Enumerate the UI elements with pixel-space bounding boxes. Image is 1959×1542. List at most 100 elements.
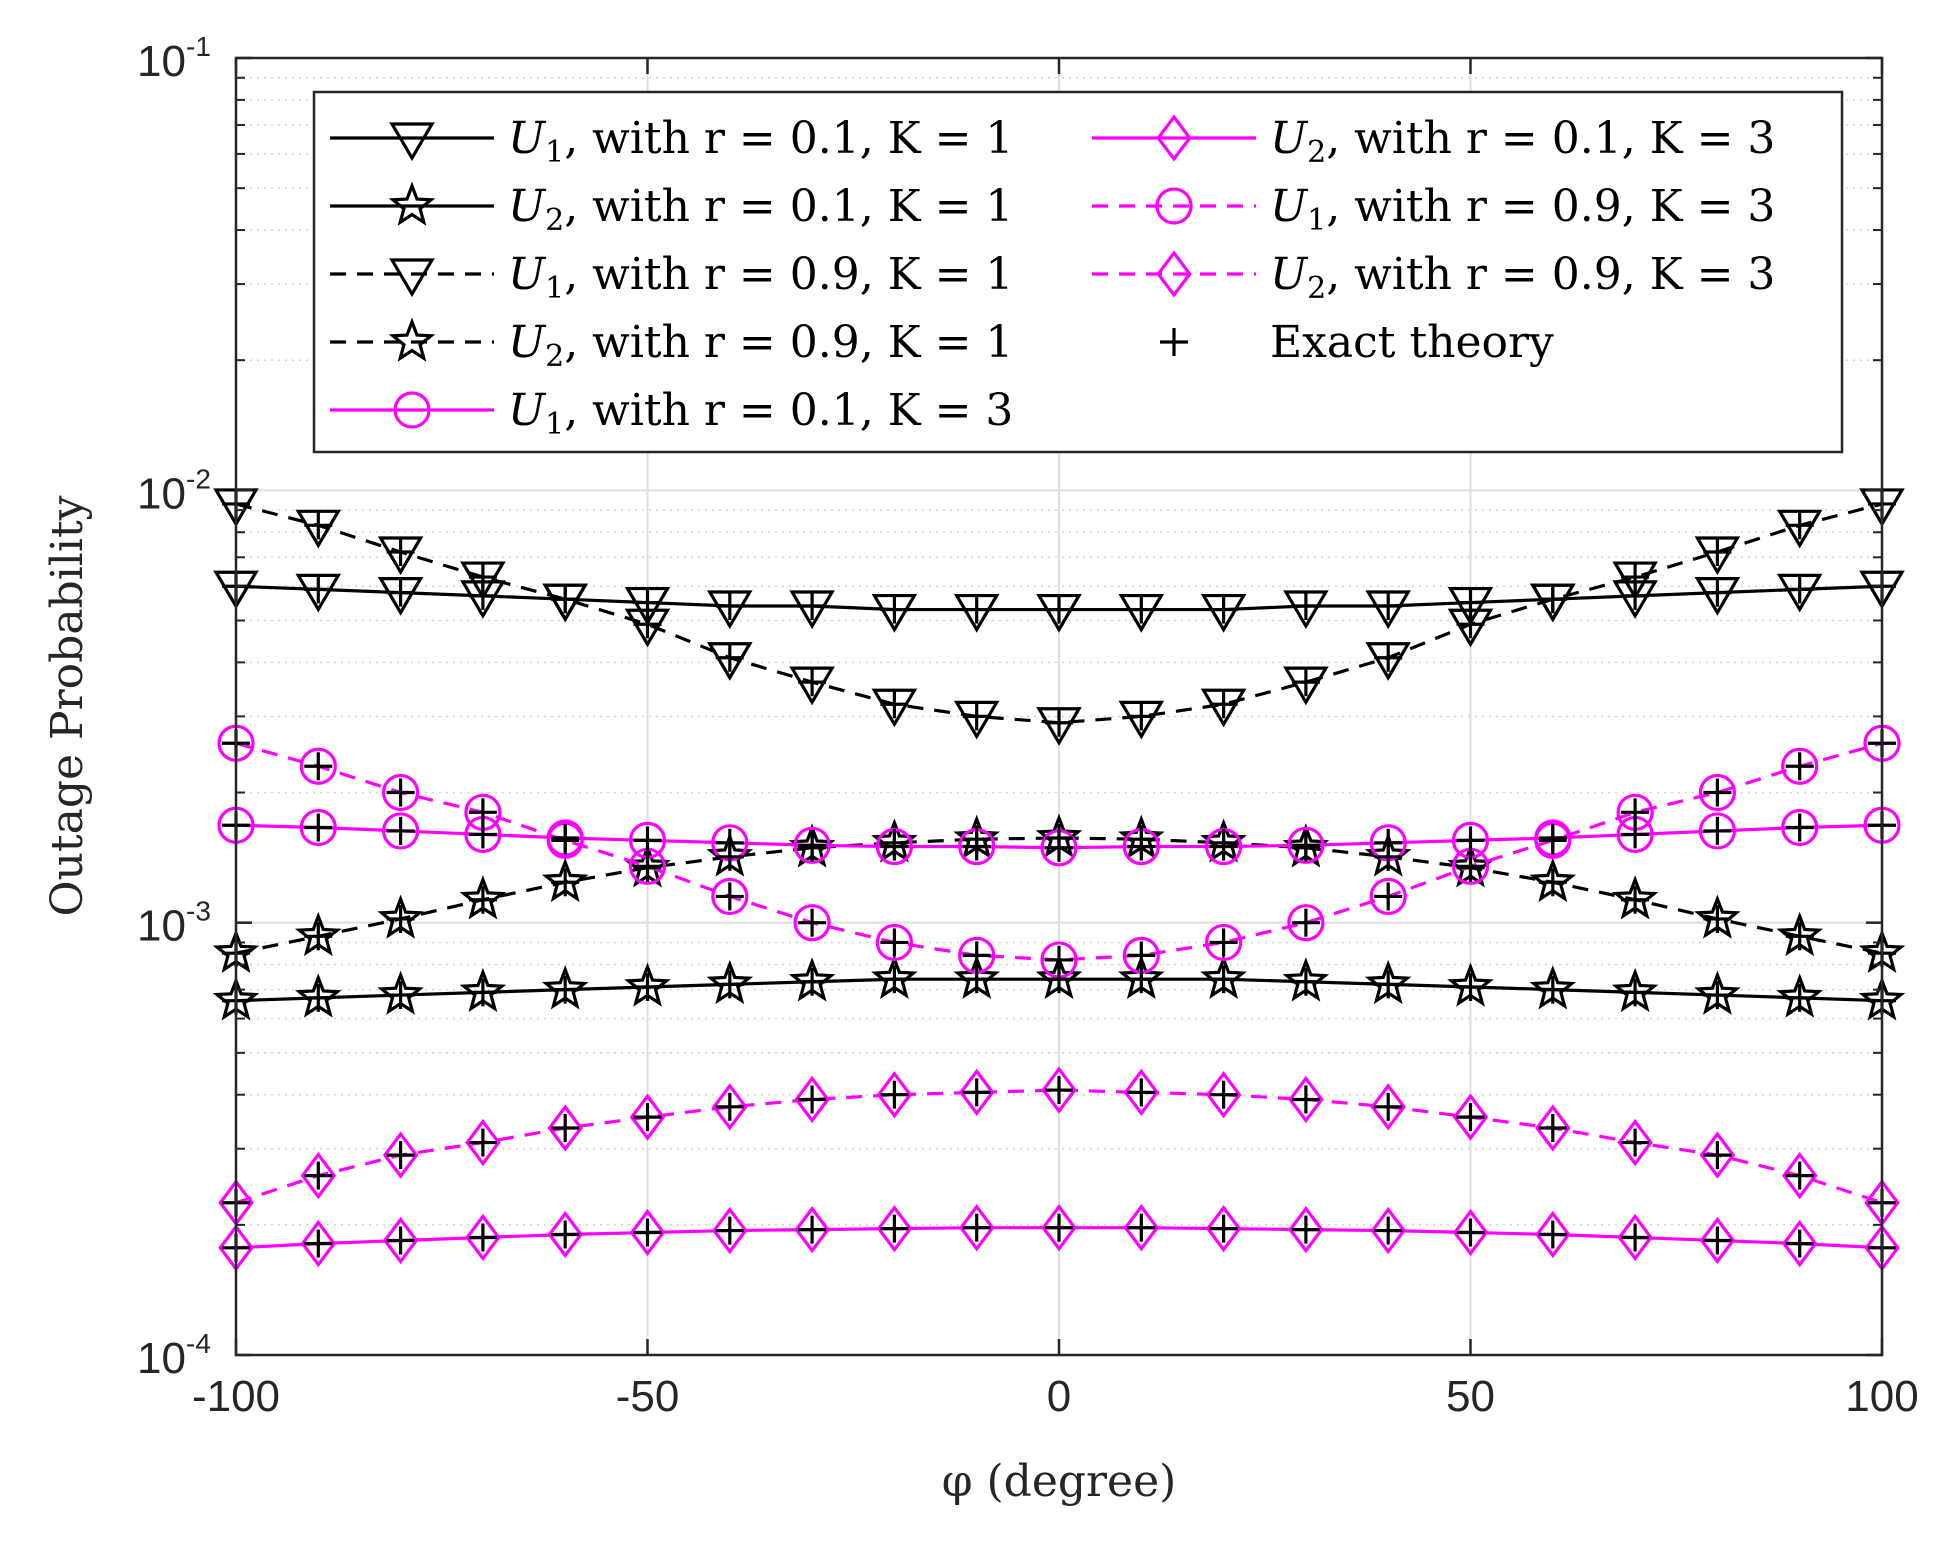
marker-diamond <box>465 1118 501 1167</box>
marker-circle <box>1534 821 1572 859</box>
legend-entry: U1, with r = 0.9, K = 3 <box>1092 181 1775 238</box>
y-tick-label-exponent: -2 <box>186 463 211 494</box>
y-tick-label: 10 <box>137 37 186 86</box>
marker-diamond <box>712 1206 748 1255</box>
marker-diamond <box>1288 1205 1324 1254</box>
marker-diamond <box>876 1071 913 1119</box>
legend-label: U1, with r = 0.9, K = 3 <box>1270 181 1775 238</box>
y-tick-label: 10 <box>137 1334 186 1383</box>
series-line <box>235 1088 1883 1205</box>
marker-circle <box>299 747 337 785</box>
series-line <box>235 836 1883 955</box>
marker-diamond <box>876 1204 913 1253</box>
marker-diamond <box>1781 1219 1818 1268</box>
marker-circle <box>1781 808 1819 847</box>
marker-diamond <box>300 1219 337 1268</box>
y-tick-label-exponent: -1 <box>186 31 211 62</box>
marker-circle <box>546 821 584 859</box>
legend-box <box>312 90 1844 454</box>
marker-diamond <box>1288 1075 1324 1124</box>
y-axis-label: Outage Probability <box>42 495 93 916</box>
marker-diamond <box>382 1131 419 1179</box>
marker-circle <box>793 904 831 942</box>
marker-star <box>388 317 436 362</box>
x-tick-label: 100 <box>1845 1372 1918 1421</box>
marker-circle <box>393 391 431 429</box>
y-tick-label: 10 <box>137 469 186 518</box>
marker-circle <box>1155 187 1193 225</box>
marker-diamond <box>1535 1104 1571 1152</box>
series-8 <box>218 1066 1900 1227</box>
marker-diamond <box>1370 1083 1406 1131</box>
legend-entry: U2, with r = 0.9, K = 3 <box>1092 249 1775 306</box>
marker-diamond <box>712 1083 748 1131</box>
marker-circle <box>1287 904 1325 942</box>
y-tick-label-exponent: -3 <box>186 896 211 927</box>
marker-circle <box>711 877 749 916</box>
marker-circle <box>1698 773 1737 812</box>
marker-diamond <box>629 1208 666 1257</box>
marker-circle <box>299 808 337 847</box>
marker-diamond <box>547 1104 583 1152</box>
legend-entry: U1, with r = 0.1, K = 3 <box>330 385 1013 442</box>
series-line <box>235 741 1883 962</box>
marker-diamond <box>1617 1213 1653 1262</box>
legend-label: U2, with r = 0.1, K = 1 <box>508 181 1013 238</box>
marker-diamond <box>629 1093 666 1141</box>
marker-diamond <box>1699 1216 1736 1265</box>
x-axis-label: φ (degree) <box>942 1456 1177 1507</box>
legend-entry: U1, with r = 0.1, K = 1 <box>330 113 1013 170</box>
legend-entry: Exact theory <box>1160 317 1554 368</box>
marker-circle <box>1781 747 1819 785</box>
legend-entry: U2, with r = 0.1, K = 3 <box>1092 113 1775 170</box>
marker-star <box>388 181 436 226</box>
y-tick-label-exponent: -4 <box>186 1328 211 1359</box>
marker-diamond <box>1617 1118 1653 1167</box>
x-tick-label: -50 <box>616 1372 680 1421</box>
marker-diamond <box>1452 1093 1489 1141</box>
marker-diamond <box>1370 1206 1406 1255</box>
marker-diamond <box>1041 1204 1077 1252</box>
x-tick-label: 0 <box>1047 1372 1071 1421</box>
marker-circle <box>1287 826 1325 864</box>
marker-circle <box>382 773 420 812</box>
legend-entry: U1, with r = 0.9, K = 1 <box>330 249 1013 306</box>
legend-label: U2, with r = 0.9, K = 3 <box>1270 249 1775 306</box>
y-axis-ticks: 10-410-310-210-1 <box>137 31 1882 1383</box>
marker-diamond <box>1041 1066 1077 1114</box>
legend: U1, with r = 0.1, K = 1 U2, with r = 0.1,… <box>312 90 1844 454</box>
x-tick-label: -100 <box>192 1372 280 1421</box>
x-tick-label: 50 <box>1446 1372 1495 1421</box>
legend-label: U2, with r = 0.1, K = 3 <box>1270 113 1775 170</box>
marker-diamond <box>794 1075 830 1124</box>
marker-circle <box>1369 877 1407 916</box>
marker-circle <box>1204 923 1243 962</box>
marker-diamond <box>547 1210 583 1259</box>
series-layer <box>212 488 1906 1272</box>
marker-diamond <box>1535 1210 1571 1259</box>
marker-diamond <box>958 1204 995 1252</box>
x-axis-ticks: -100 -50 0 50 100 <box>192 58 1919 1421</box>
marker-triangle <box>389 258 435 298</box>
marker-diamond <box>1699 1131 1736 1179</box>
legend-label: U1, with r = 0.9, K = 1 <box>508 249 1013 306</box>
marker-circle <box>382 812 420 850</box>
legend-label: Exact theory <box>1270 317 1554 368</box>
legend-label: U1, with r = 0.1, K = 1 <box>508 113 1013 170</box>
marker-diamond <box>1781 1151 1818 1200</box>
marker-diamond <box>1123 1068 1160 1117</box>
marker-diamond <box>794 1205 830 1254</box>
y-tick-label: 10 <box>137 902 186 951</box>
marker-diamond <box>1156 250 1192 298</box>
marker-diamond <box>1156 114 1192 162</box>
marker-circle <box>793 826 831 864</box>
legend-label: U2, with r = 0.9, K = 1 <box>508 317 1013 374</box>
marker-circle <box>875 923 914 962</box>
legend-entry: U2, with r = 0.1, K = 1 <box>330 181 1013 238</box>
marker-circle <box>1698 812 1737 850</box>
marker-diamond <box>1123 1204 1160 1252</box>
marker-diamond <box>958 1068 995 1117</box>
marker-diamond <box>1205 1204 1242 1253</box>
